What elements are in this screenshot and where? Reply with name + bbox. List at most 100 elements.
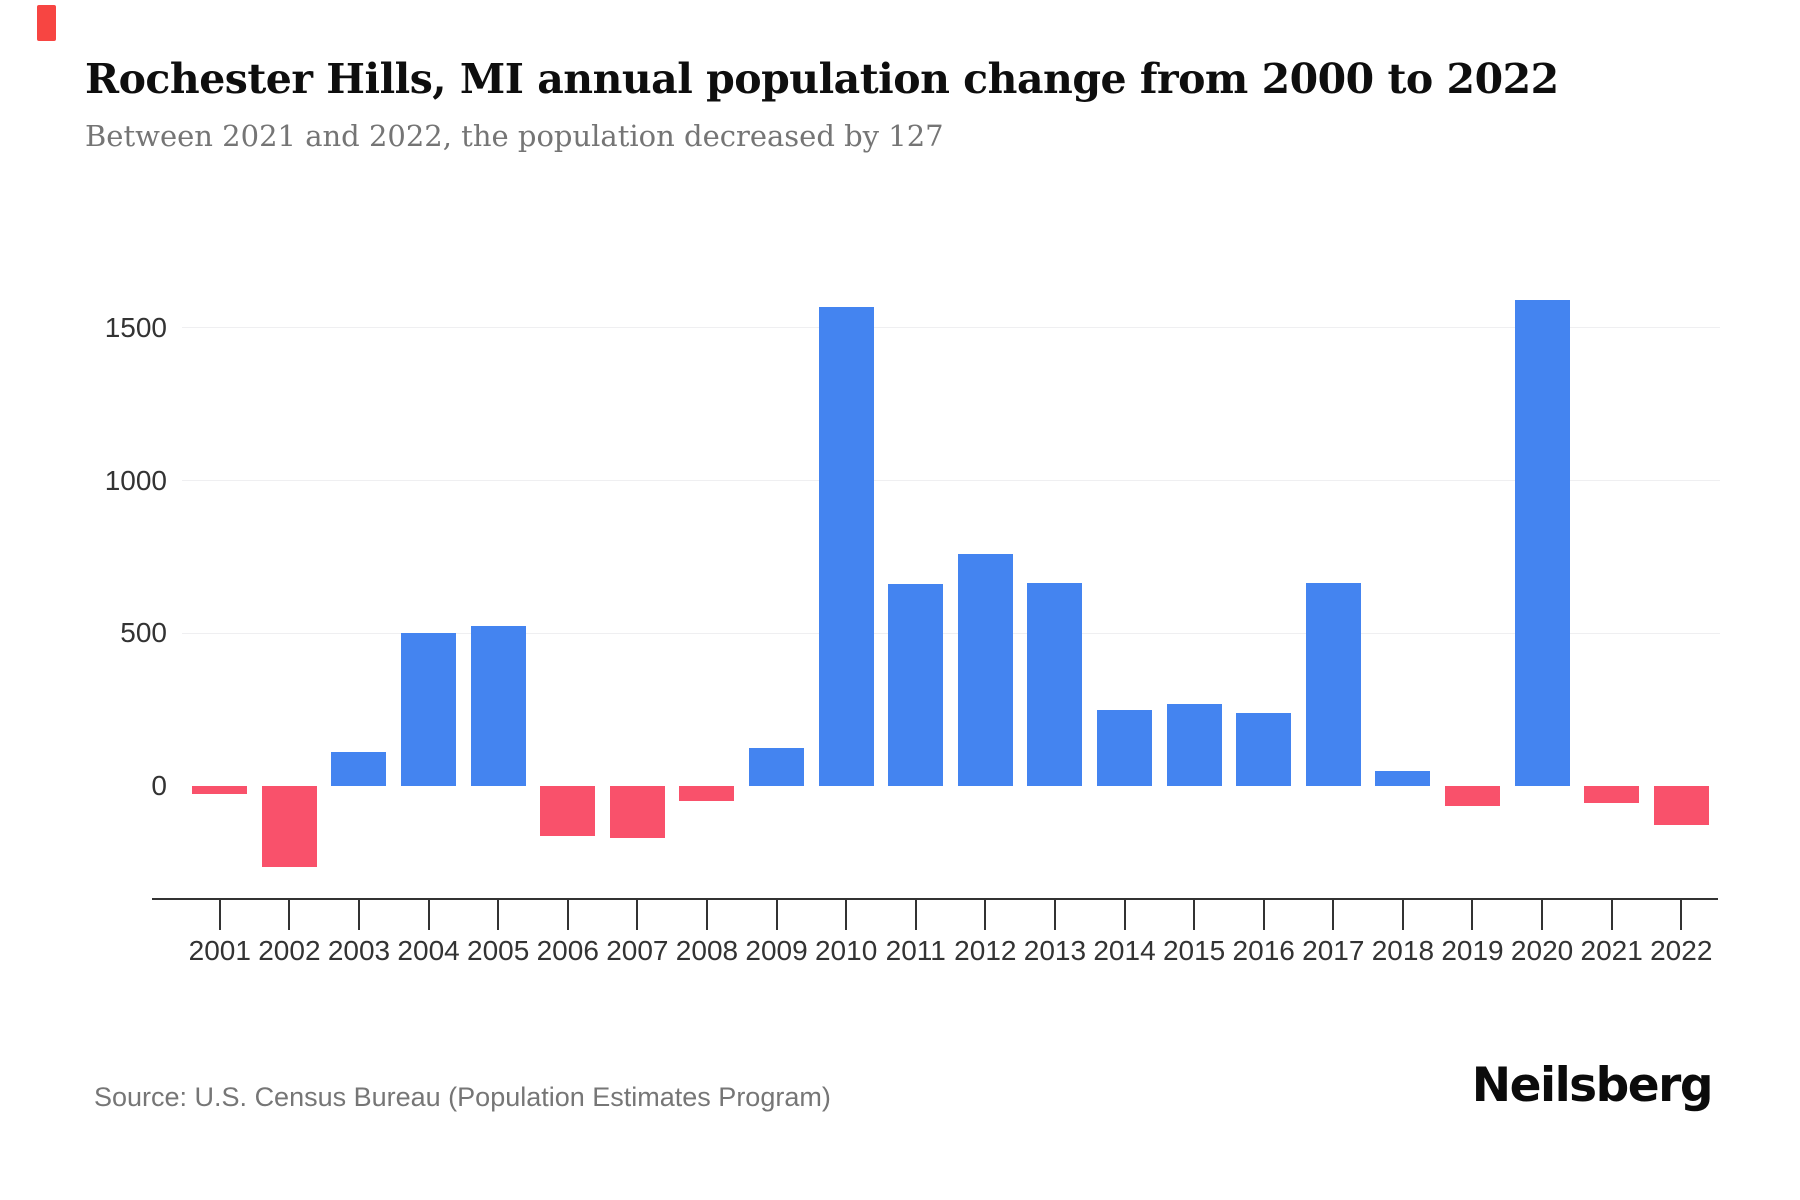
x-tick-2015 [1193, 900, 1196, 930]
bar-2009 [749, 747, 805, 786]
bar-2002 [261, 786, 317, 867]
bar-cell-2008 [672, 270, 742, 899]
bar-2014 [1097, 709, 1153, 786]
x-tick-2011 [914, 900, 917, 930]
x-tick-2006 [566, 900, 569, 930]
x-cell-2008: 2008 [672, 900, 742, 975]
x-tick-label-2013: 2013 [1023, 935, 1087, 966]
bar-2017 [1305, 582, 1361, 786]
x-tick-2017 [1332, 900, 1335, 930]
gridline-1000 [182, 480, 1720, 482]
x-tick-label-2014: 2014 [1093, 935, 1156, 966]
x-tick-label-2003: 2003 [327, 935, 391, 966]
source-note: Source: U.S. Census Bureau (Population E… [94, 1082, 831, 1112]
x-tick-2022 [1680, 900, 1683, 930]
bar-2016 [1236, 712, 1292, 786]
bar-cell-2018 [1368, 270, 1438, 899]
x-tick-label-2017: 2017 [1302, 935, 1365, 966]
bar-cell-2010 [811, 270, 881, 899]
x-tick-label-2005: 2005 [467, 935, 530, 966]
bar-cell-2012 [951, 270, 1021, 899]
bar-2018 [1375, 770, 1431, 786]
bar-2019 [1444, 786, 1500, 806]
x-cell-2003: 2003 [324, 900, 394, 975]
x-tick-2001 [218, 900, 221, 930]
bar-cell-2019 [1438, 270, 1508, 899]
y-tick-label-0: 0 [151, 770, 167, 801]
bar-2006 [540, 786, 596, 837]
x-tick-2018 [1401, 900, 1404, 930]
x-tick-2009 [775, 900, 778, 930]
bar-cell-2009 [742, 270, 812, 899]
bar-cell-2005 [463, 270, 533, 899]
x-cell-2021: 2021 [1577, 900, 1647, 975]
x-cell-2014: 2014 [1090, 900, 1160, 975]
x-tick-label-2001: 2001 [188, 935, 251, 966]
x-axis-labels: 2001 2002 2003 2004 2005 2006 2007 2008 2009 2010… [185, 900, 1716, 975]
bar-cell-2022 [1646, 270, 1716, 899]
x-cell-2010: 2010 [811, 900, 881, 975]
bar-cell-2007 [603, 270, 673, 899]
gridline-1500 [182, 327, 1720, 329]
x-tick-label-2021: 2021 [1580, 935, 1643, 966]
bar-cell-2015 [1159, 270, 1229, 899]
y-tick-label-1000: 1000 [104, 464, 167, 496]
bar-cell-2017 [1299, 270, 1369, 899]
x-cell-2007: 2007 [603, 900, 673, 975]
bar-2007 [609, 786, 665, 838]
x-tick-label-2022: 2022 [1650, 935, 1713, 966]
x-cell-2018: 2018 [1368, 900, 1438, 975]
bar-2008 [679, 786, 735, 802]
x-cell-2016: 2016 [1229, 900, 1299, 975]
x-cell-2011: 2011 [881, 900, 951, 975]
x-tick-2014 [1123, 900, 1126, 930]
bar-cell-2020 [1507, 270, 1577, 899]
x-tick-2008 [705, 900, 708, 930]
x-cell-2004: 2004 [394, 900, 464, 975]
x-tick-label-2011: 2011 [885, 935, 946, 966]
x-cell-2009: 2009 [742, 900, 812, 975]
x-tick-label-2018: 2018 [1371, 935, 1435, 966]
x-tick-2016 [1262, 900, 1265, 930]
x-tick-label-2019: 2019 [1441, 935, 1504, 966]
x-cell-2006: 2006 [533, 900, 603, 975]
y-tick-label-500: 500 [120, 617, 167, 649]
bar-cell-2016 [1229, 270, 1299, 899]
x-cell-2022: 2022 [1646, 900, 1716, 975]
bar-cell-2021 [1577, 270, 1647, 899]
bars-plot-area [185, 270, 1716, 899]
x-cell-2001: 2001 [185, 900, 255, 975]
bar-2001 [192, 786, 248, 794]
x-cell-2015: 2015 [1159, 900, 1229, 975]
x-tick-2002 [288, 900, 291, 930]
bar-cell-2014 [1090, 270, 1160, 899]
x-tick-2012 [984, 900, 987, 930]
bar-2022 [1653, 786, 1709, 825]
x-tick-label-2002: 2002 [258, 935, 321, 966]
bar-2010 [818, 306, 874, 786]
x-cell-2017: 2017 [1299, 900, 1369, 975]
x-cell-2012: 2012 [951, 900, 1021, 975]
bar-2013 [1027, 582, 1083, 786]
chart-title: Rochester Hills, MI annual population ch… [85, 55, 1559, 103]
bar-2004 [401, 633, 457, 786]
bar-cell-2001 [185, 270, 255, 899]
gridline-500 [182, 632, 1720, 634]
record-indicator-marker [37, 5, 56, 41]
y-tick-label-1500: 1500 [104, 311, 167, 343]
bar-2003 [331, 752, 387, 786]
x-tick-2021 [1610, 900, 1613, 930]
bar-2005 [470, 625, 526, 786]
x-tick-label-2012: 2012 [954, 935, 1017, 966]
bar-cell-2013 [1020, 270, 1090, 899]
chart-subtitle: Between 2021 and 2022, the population de… [85, 119, 944, 153]
bar-cell-2011 [881, 270, 951, 899]
bar-cell-2006 [533, 270, 603, 899]
bar-cell-2002 [255, 270, 325, 899]
x-tick-2010 [845, 900, 848, 930]
bar-2021 [1584, 786, 1640, 803]
x-tick-label-2007: 2007 [606, 935, 669, 966]
brand-logo: Neilsberg [1471, 1058, 1714, 1113]
x-cell-2002: 2002 [255, 900, 325, 975]
x-tick-label-2004: 2004 [397, 935, 460, 966]
